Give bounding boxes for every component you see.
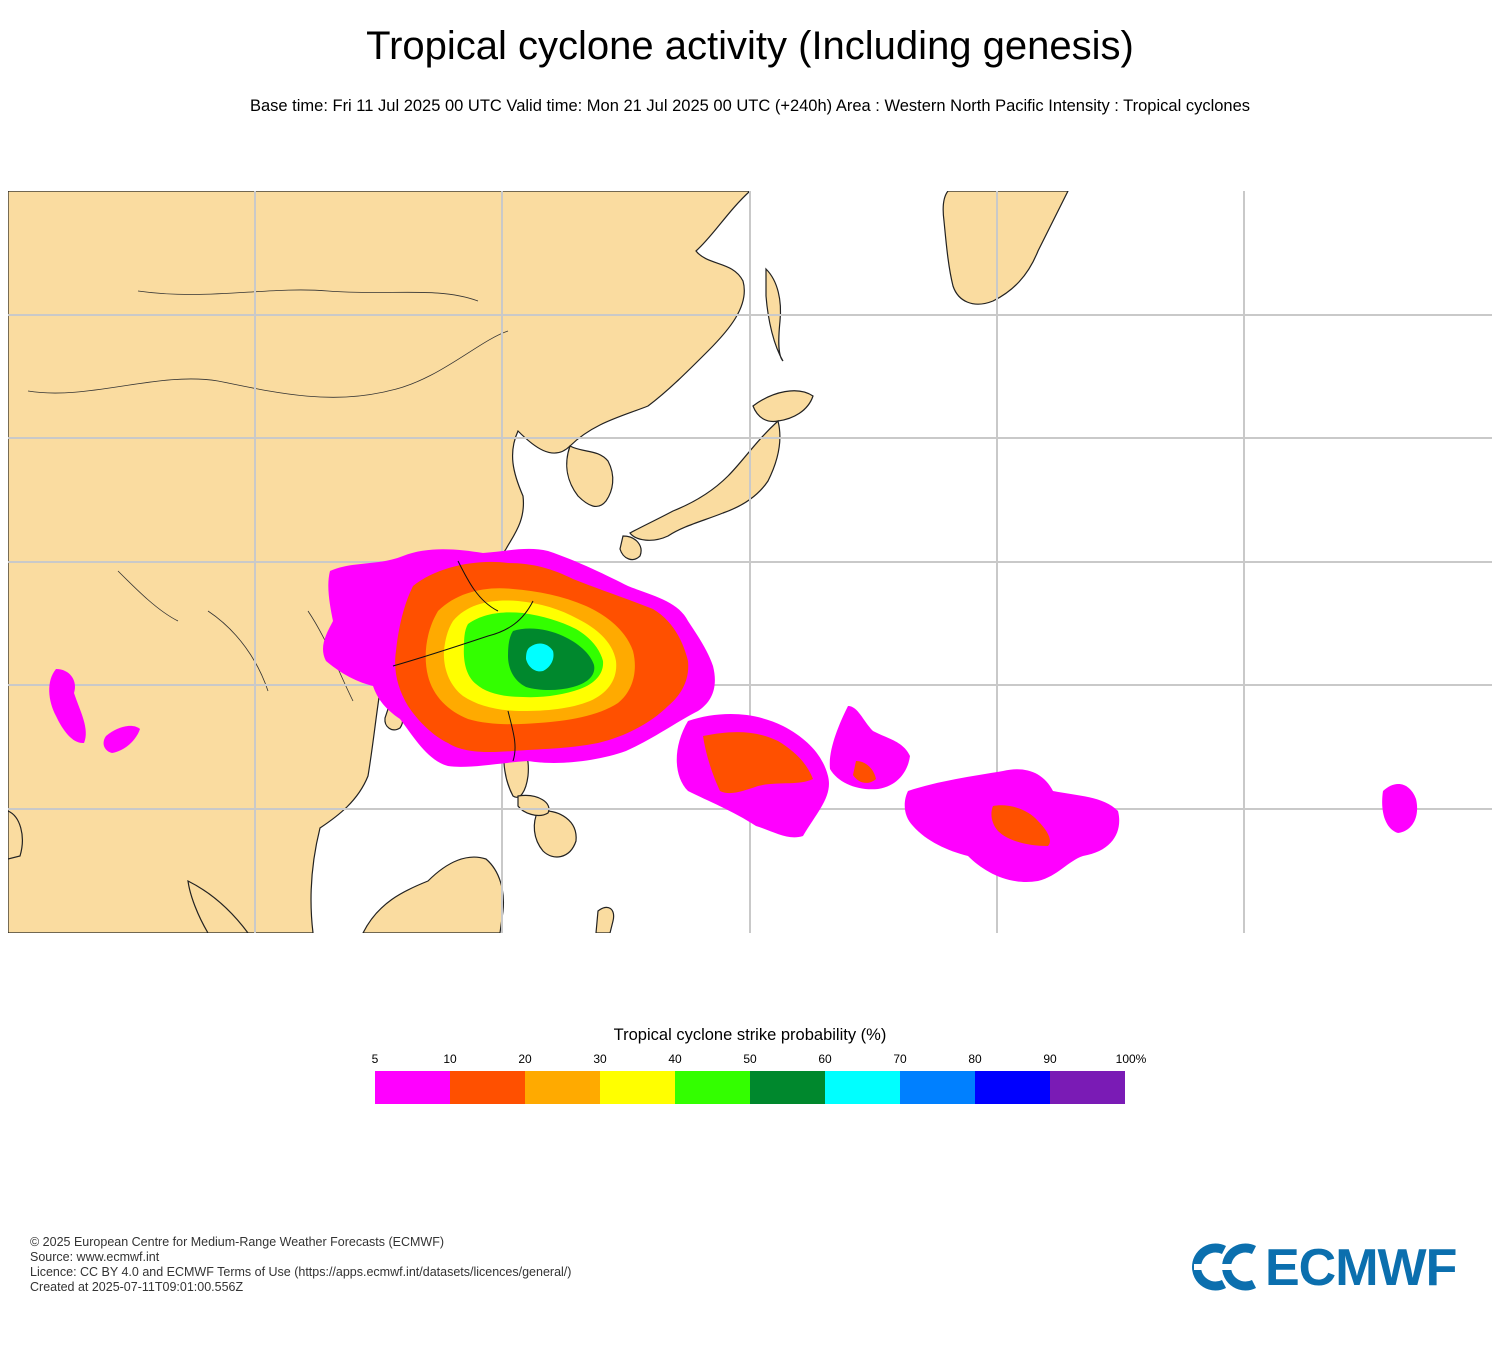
legend-swatch: [900, 1071, 975, 1104]
sumatra: [187, 879, 249, 933]
legend-tick: 10: [443, 1052, 457, 1066]
legend-swatch: [825, 1071, 900, 1104]
prob-10-tail1: [703, 732, 813, 794]
mindanao: [533, 810, 577, 858]
ecmwf-emblem-icon: [1192, 1243, 1258, 1291]
coastlines-overlay: [392, 560, 534, 762]
korea: [566, 445, 614, 508]
prob-5-west2: [103, 725, 140, 753]
legend-tick: 20: [518, 1052, 532, 1066]
prob-5-east: [1382, 784, 1418, 833]
prob-10-tail3: [991, 805, 1050, 846]
kyushu: [619, 535, 642, 561]
legend-tick: 60: [818, 1052, 832, 1066]
legend-swatch: [525, 1071, 600, 1104]
created-text: Created at 2025-07-11T09:01:00.556Z: [30, 1280, 244, 1294]
copyright-text: © 2025 European Centre for Medium-Range …: [30, 1235, 445, 1249]
kamchatka: [942, 191, 1069, 305]
chart-subtitle: Base time: Fri 11 Jul 2025 00 UTC Valid …: [249, 97, 1251, 115]
legend-tick: 30: [593, 1052, 607, 1066]
legend-swatch: [975, 1071, 1050, 1104]
legend-tick: 5: [371, 1052, 379, 1066]
strike-probability-areas: [49, 548, 1418, 882]
legend-tick: 40: [668, 1052, 682, 1066]
legend-swatch: [375, 1071, 450, 1104]
chart-title: Tropical cyclone activity (Including gen…: [366, 24, 1134, 68]
legend-tick: 80: [968, 1052, 982, 1066]
licence-text: Licence: CC BY 4.0 and ECMWF Terms of Us…: [30, 1265, 572, 1279]
legend-tick-labels: 5 10 20 30 40 50 60 70 80 90 100%: [0, 1052, 1500, 1068]
source-text: Source: www.ecmwf.int: [30, 1250, 160, 1264]
legend-tick: 50: [743, 1052, 757, 1066]
footer-credits: © 2025 European Centre for Medium-Range …: [30, 1235, 571, 1295]
ecmwf-logo: ECMWF: [1190, 1239, 1475, 1297]
legend-swatch: [1050, 1071, 1125, 1104]
hokkaido: [752, 390, 814, 423]
legend-tick: 100%: [1115, 1052, 1147, 1066]
legend-swatch: [600, 1071, 675, 1104]
sulawesi: [595, 906, 615, 933]
legend-tick: 90: [1043, 1052, 1057, 1066]
legend-color-bar: [375, 1071, 1125, 1104]
legend-swatch: [450, 1071, 525, 1104]
ecmwf-logo-text: ECMWF: [1265, 1239, 1457, 1297]
prob-5-west1: [49, 669, 86, 744]
left-coast-island: [8, 810, 23, 860]
prob-5-tail2: [829, 706, 910, 790]
legend-swatch: [750, 1071, 825, 1104]
prob-10-tail2: [853, 761, 876, 783]
legend-swatch: [675, 1071, 750, 1104]
legend-tick: 70: [893, 1052, 907, 1066]
forecast-map: [8, 191, 1492, 933]
prob-60: [526, 643, 554, 672]
legend-title: Tropical cyclone strike probability (%): [613, 1026, 887, 1044]
